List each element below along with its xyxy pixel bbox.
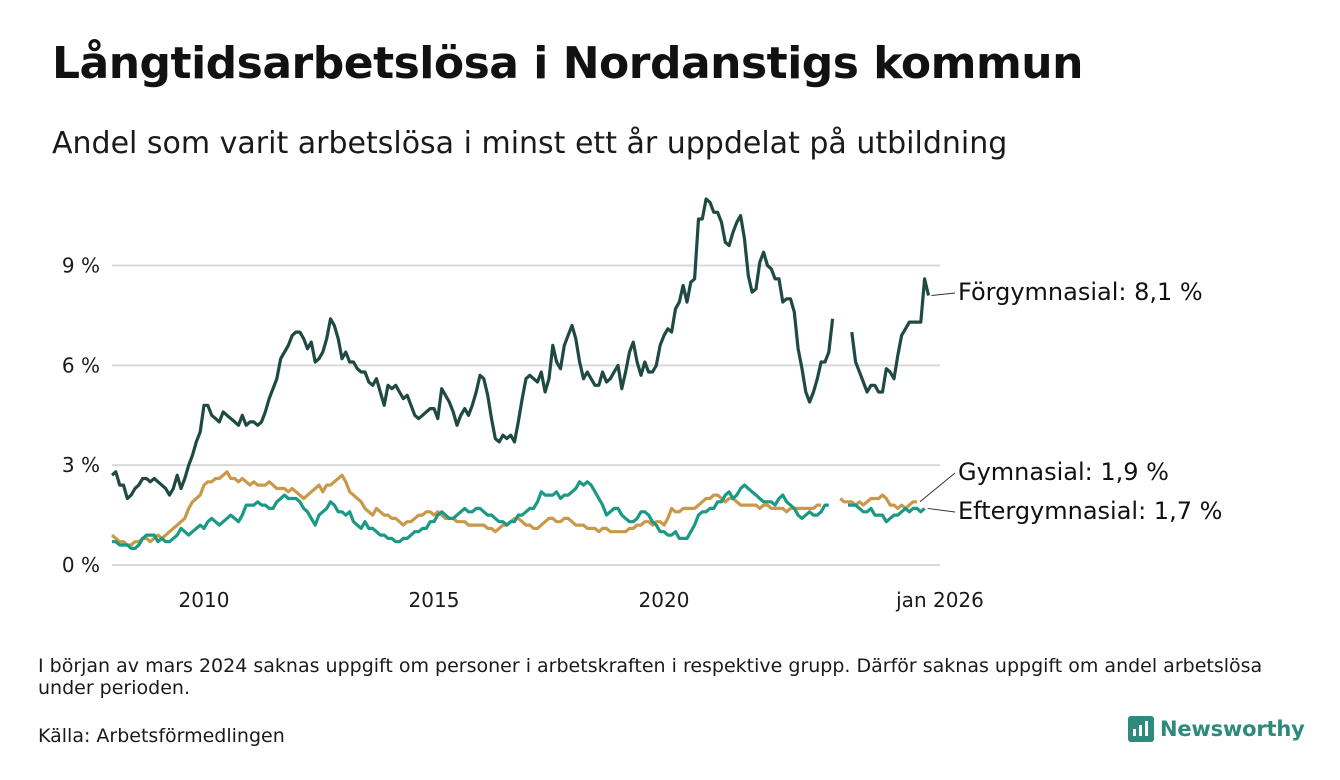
y-tick-label: 3 % — [62, 453, 100, 477]
y-tick-label: 6 % — [62, 353, 100, 377]
gymnasial-line — [110, 470, 917, 547]
forgymnasial-line — [110, 197, 931, 501]
x-tick-label: jan 2026 — [895, 588, 984, 612]
footnote: I början av mars 2024 saknas uppgift om … — [38, 655, 1263, 699]
chart-subtitle: Andel som varit arbetslösa i minst ett å… — [52, 126, 1008, 161]
y-tick-label: 0 % — [62, 553, 100, 577]
x-tick-label: 2020 — [639, 588, 690, 612]
line-chart: 0 % 3 % 6 % 9 % 2010 2015 2020 jan 2026 Gymnas… — [62, 197, 1222, 612]
eftergymnasial-end-label: Eftergymnasial: 1,7 % — [958, 497, 1222, 525]
brand-name: Newsworthy — [1160, 717, 1305, 741]
y-axis-ticks: 0 % 3 % 6 % 9 % — [62, 254, 100, 577]
gymnasial-end-label: Gymnasial: 1,9 % — [958, 458, 1169, 486]
chart-title: Långtidsarbetslösa i Nordanstigs kommun — [52, 38, 1083, 89]
eftergymnasial-label-leader — [927, 507, 956, 513]
eftergymnasial-line — [112, 480, 926, 550]
source-credit: Källa: Arbetsförmedlingen — [38, 725, 285, 747]
forgymnasial-label-leader — [931, 292, 956, 296]
brand-logo[interactable]: Newsworthy — [1128, 716, 1305, 742]
series-lines — [110, 197, 931, 550]
series-end-labels: Gymnasial: 1,9 % Eftergymnasial: 1,7 % För… — [919, 278, 1222, 525]
gymnasial-label-leader — [919, 472, 956, 503]
y-tick-label: 9 % — [62, 254, 100, 278]
forgymnasial-end-label: Förgymnasial: 8,1 % — [958, 278, 1203, 306]
x-tick-label: 2010 — [179, 588, 230, 612]
x-tick-label: 2015 — [409, 588, 460, 612]
x-axis-ticks: 2010 2015 2020 jan 2026 — [179, 588, 984, 612]
newsworthy-logo-icon — [1128, 716, 1154, 742]
